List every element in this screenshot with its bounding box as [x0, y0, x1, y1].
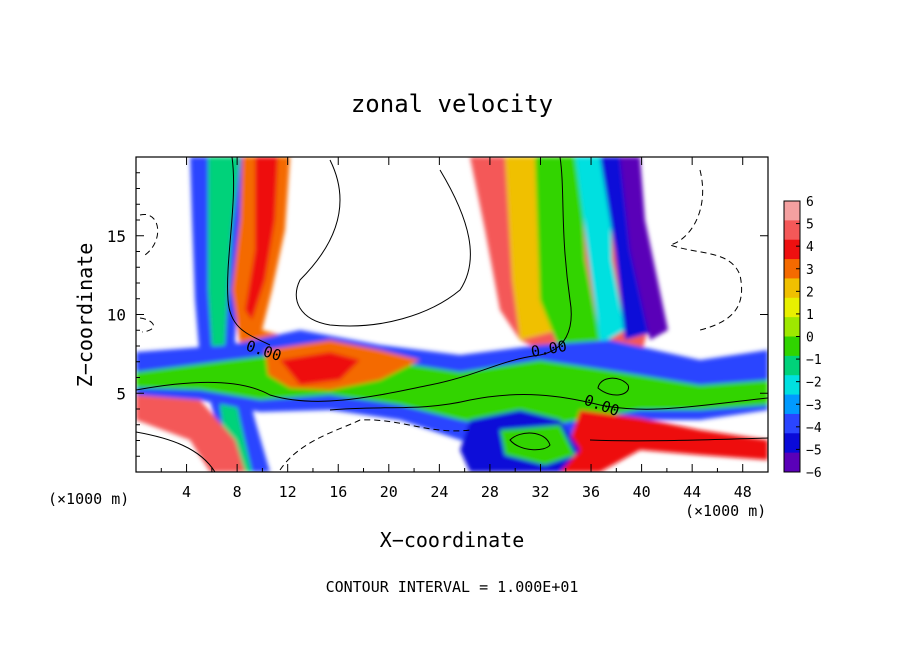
x-axis: 4 8 12 16 20 24 28 32 36 40 44 48: [160, 157, 752, 501]
colorbar-tick-label: 4: [806, 240, 814, 255]
contour-lines: [136, 157, 768, 472]
contour-top-right: [295, 159, 471, 327]
y-axis-label: Z−coordinate: [73, 243, 97, 388]
y-tick-label: 15: [107, 227, 126, 246]
colorbar-swatch: [784, 413, 800, 434]
colorbar-swatch: [784, 394, 800, 415]
colorbar-swatch: [784, 297, 800, 318]
colorbar-tick-label: −3: [806, 398, 822, 413]
colorbar-swatch: [784, 317, 800, 337]
jet-left-hot: [245, 157, 278, 320]
x-tick-label: 4: [182, 483, 191, 501]
contour-label: 0.00: [530, 337, 569, 361]
colorbar-tick-label: 2: [806, 285, 814, 300]
colorbar: 6 5 4 3 2 1 0 −1 −2 −3 −4 −5 −6: [783, 195, 822, 481]
x-tick-label: 32: [531, 483, 549, 501]
contour-dashed-left: [139, 214, 159, 333]
contour-lower: [329, 394, 768, 411]
colorbar-tick-label: −1: [806, 353, 822, 368]
contour-dashed-lower: [279, 419, 471, 471]
x-tick-label: 44: [683, 483, 701, 501]
x-unit-left: (×1000 m): [48, 490, 129, 508]
x-tick-label: 16: [329, 483, 347, 501]
colorbar-swatch: [784, 259, 800, 279]
contour-ring: [597, 377, 629, 396]
contour-small: [509, 432, 551, 451]
x-tick-label: 12: [279, 483, 297, 501]
colorbar-swatch: [784, 239, 800, 260]
purple-edge: [620, 157, 668, 340]
colorbar-tick-label: −5: [806, 443, 822, 458]
x-tick-label: 28: [481, 483, 499, 501]
colorbar-swatch: [784, 375, 800, 396]
x-tick-label: 20: [380, 483, 398, 501]
contour-lower-left: [136, 431, 216, 472]
y-tick-label: 5: [116, 384, 126, 403]
colorbar-tick-label: 1: [806, 308, 814, 323]
lower-right-hot: [560, 410, 768, 472]
colorbar-swatch: [784, 336, 800, 357]
x-unit-right: (×1000 m): [685, 502, 766, 520]
chart-title: zonal velocity: [351, 90, 553, 118]
contour-dashed-right: [668, 169, 743, 331]
lower-left-hot: [136, 395, 245, 472]
contour-interval-note: CONTOUR INTERVAL = 1.000E+01: [326, 578, 579, 596]
colorbar-tick-label: 5: [806, 218, 814, 233]
colorbar-tick-label: −4: [806, 421, 822, 436]
band-hot: [280, 352, 360, 385]
velocity-field: [136, 157, 768, 472]
jet-right-cyan: [575, 157, 625, 345]
x-tick-label: 40: [633, 483, 651, 501]
colorbar-swatch: [784, 278, 800, 299]
colorbar-swatch: [784, 452, 800, 473]
x-tick-label: 36: [582, 483, 600, 501]
contour-main-band: [136, 157, 572, 402]
plot-area: 0.00 0.00 0.00: [136, 157, 768, 472]
x-tick-label: 8: [233, 483, 242, 501]
colorbar-tick-label: −2: [806, 376, 822, 391]
x-tick-label: 48: [734, 483, 752, 501]
colorbar-swatch: [784, 220, 800, 241]
y-axis: 5 10 15: [107, 172, 768, 457]
x-axis-label: X−coordinate: [380, 528, 525, 552]
colorbar-tick-label: −6: [806, 466, 822, 481]
colorbar-tick-label: 3: [806, 263, 814, 278]
colorbar-tick-label: 6: [806, 195, 814, 210]
colorbar-tick-label: 0: [806, 331, 814, 346]
jet-right-green: [535, 157, 600, 350]
y-tick-label: 10: [107, 306, 126, 325]
contour-left-jet: [227, 157, 271, 346]
x-tick-label: 24: [430, 483, 448, 501]
colorbar-swatch: [784, 433, 800, 454]
contour-lower-right: [589, 437, 768, 442]
colorbar-swatch: [784, 355, 800, 376]
colorbar-swatch: [784, 201, 800, 221]
